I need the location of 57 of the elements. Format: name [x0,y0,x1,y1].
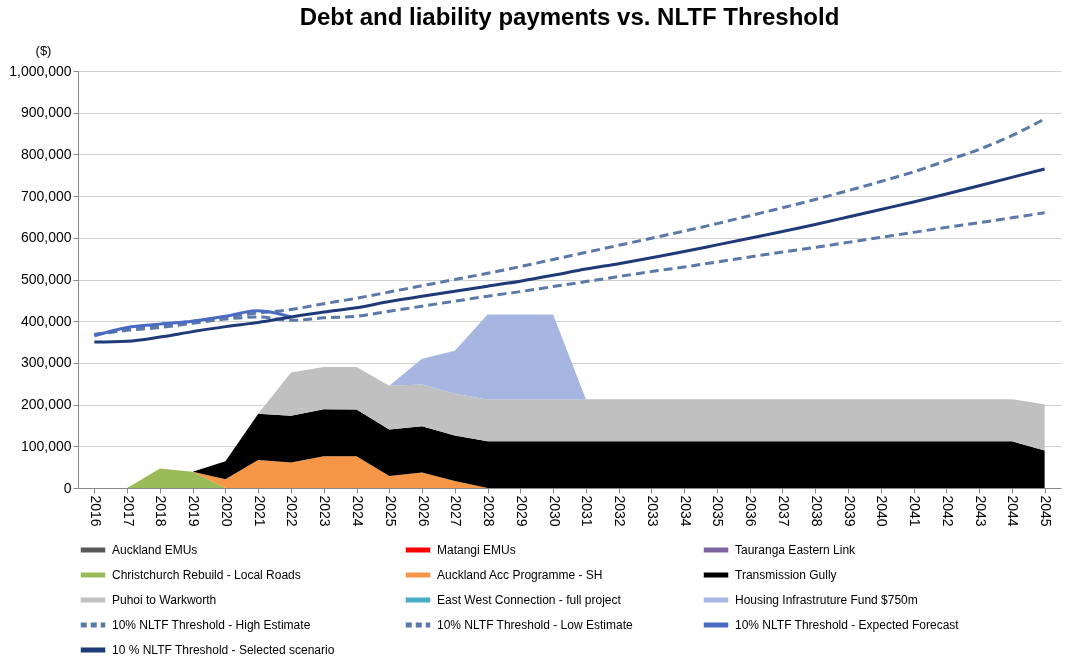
x-tick-label: 2018 [153,495,170,527]
legend-label: Auckland EMUs [112,543,198,557]
x-tick-label: 2022 [284,495,301,527]
y-tick-label: 800,000 [20,145,72,162]
legend-label: Housing Infrastruture Fund $750m [735,593,918,607]
y-tick-label: 300,000 [20,354,72,371]
y-tick-label: 400,000 [20,312,72,329]
x-tick-label: 2032 [612,495,629,527]
x-tick-label: 2026 [415,495,432,527]
y-tick-label: 0 [63,479,72,496]
chart-title: Debt and liability payments vs. NLTF Threshold [299,3,840,30]
line-series [92,309,293,338]
legend-label: Tauranga Eastern Link [735,543,857,557]
x-tick-label: 2040 [874,495,891,527]
x-tick-label: 2044 [1005,495,1022,527]
y-tick-label: 100,000 [20,437,72,454]
x-tick-label: 2038 [808,495,825,527]
x-tick-label: 2025 [382,495,399,527]
y-tick-label: 900,000 [20,104,72,121]
x-tick-label: 2017 [120,495,137,527]
x-tick-label: 2020 [218,495,235,527]
x-tick-label: 2036 [743,495,760,527]
x-tick-label: 2043 [972,495,989,527]
legend-label: 10 % NLTF Threshold - Selected scenario [112,643,335,657]
y-tick-label: 1,000,000 [9,62,72,79]
x-tick-label: 2041 [907,495,924,527]
legend-label: Christchurch Rebuild - Local Roads [112,568,301,582]
legend-label: Puhoi to Warkworth [112,593,217,607]
x-tick-label: 2024 [350,495,367,527]
legend-label: Transmission Gully [735,568,837,582]
x-tick-label: 2039 [841,495,858,527]
y-axis-title: ($) [35,42,52,58]
x-tick-label: 2019 [186,495,203,527]
y-tick-label: 600,000 [20,229,72,246]
x-tick-label: 2029 [513,495,530,527]
x-tick-label: 2035 [710,495,727,527]
legend-label: Matangi EMUs [437,543,516,557]
x-tick-label: 2037 [775,495,792,527]
x-tick-label: 2023 [317,495,334,527]
legend-label: 10% NLTF Threshold - High Estimate [112,618,311,632]
x-tick-label: 2027 [448,495,465,527]
legend-label: 10% NLTF Threshold - Low Estimate [437,618,633,632]
x-tick-label: 2033 [644,495,661,527]
legend-label: Auckland Acc Programme - SH [437,568,603,582]
legend-label: East West Connection - full project [437,593,622,607]
x-tick-label: 2030 [546,495,563,527]
x-tick-label: 2021 [251,495,268,527]
x-tick-label: 2034 [677,495,694,527]
y-tick-label: 500,000 [20,271,72,287]
x-tick-label: 2042 [939,495,956,527]
legend-label: 10% NLTF Threshold - Expected Forecast [735,618,960,632]
y-tick-label: 700,000 [20,187,72,204]
x-tick-label: 2045 [1038,495,1055,527]
x-tick-label: 2031 [579,495,596,527]
x-tick-label: 2028 [481,495,498,527]
y-tick-label: 200,000 [20,396,72,413]
x-tick-label: 2016 [87,495,104,527]
